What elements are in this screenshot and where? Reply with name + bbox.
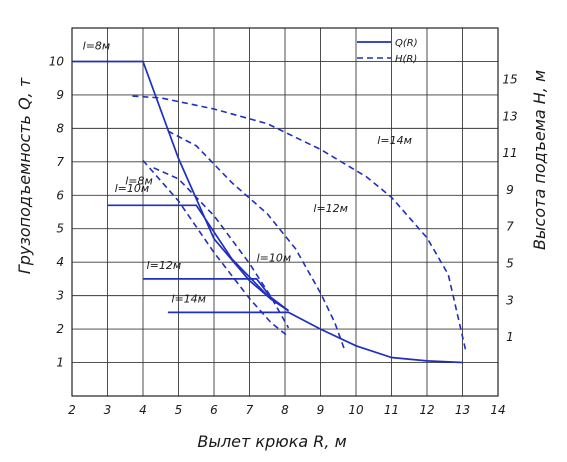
x-tick-label: 10: [348, 403, 364, 417]
y-axis-left-label: Грузоподъемность Q, т: [15, 77, 34, 274]
capacity-curve-label: l=8м: [83, 40, 111, 53]
height-curve-6: [167, 130, 347, 353]
y-right-tick-label: 11: [502, 146, 517, 160]
series-lines: [72, 60, 467, 364]
capacity-curve-3: [167, 311, 463, 364]
x-axis-label: Вылет крюка R, м: [197, 432, 346, 451]
y-left-tick-label: 7: [56, 155, 64, 169]
x-tick-label: 3: [104, 403, 112, 417]
plot-frame: [71, 27, 499, 397]
y-left-tick-label: 9: [56, 88, 64, 102]
y-right-tick-label: 15: [502, 73, 517, 87]
y-left-tick-label: 6: [56, 188, 64, 202]
x-tick-label: 4: [139, 403, 147, 417]
height-curve-label: l=10м: [257, 252, 292, 265]
y-left-tick-label: 4: [56, 255, 64, 269]
height-curve-label: l=12м: [313, 202, 348, 215]
height-curve-label: l=8м: [125, 174, 153, 187]
x-tick-label: 14: [490, 403, 505, 417]
y-left-tick-label: 3: [56, 289, 64, 303]
x-tick-label: 5: [175, 403, 183, 417]
capacity-curve-1: [107, 204, 289, 312]
y-left-tick-label: 8: [56, 121, 64, 135]
y-left-tick-label: 5: [56, 222, 64, 236]
grid: [71, 27, 499, 397]
legend-label: H(R): [395, 54, 417, 65]
y-left-tick-label: 1: [56, 356, 64, 370]
x-tick-label: 12: [419, 403, 434, 417]
y-left-tick-label: 10: [49, 54, 65, 68]
legend: Q(R) H(R): [357, 38, 418, 65]
legend-label: Q(R): [395, 38, 418, 49]
y-right-tick-label: 5: [506, 257, 514, 271]
y-right-tick-label: 7: [506, 220, 514, 234]
y-right-tick-label: 3: [506, 293, 514, 307]
height-curve-7: [132, 95, 467, 352]
height-curve-5: [153, 167, 290, 329]
x-tick-label: 11: [384, 403, 399, 417]
x-tick-label: 2: [68, 403, 76, 417]
capacity-curve-0: [72, 60, 289, 312]
y-left-tick-label: 2: [56, 322, 64, 336]
x-tick-label: 7: [246, 403, 254, 417]
capacity-curve-label: l=12м: [147, 259, 182, 272]
y-axis-right-label: Высота подъема H, м: [530, 70, 549, 250]
capacity-curve-2: [143, 278, 290, 312]
height-curve-4: [142, 159, 288, 336]
x-tick-label: 6: [210, 403, 218, 417]
capacity-curve-label: l=14м: [171, 292, 206, 305]
y-right-tick-label: 9: [506, 183, 514, 197]
y-right-tick-label: 1: [506, 330, 514, 344]
x-tick-label: 13: [455, 403, 470, 417]
x-tick-label: 9: [317, 403, 325, 417]
capacity-curve-label: l=10м: [115, 182, 150, 195]
y-right-tick-label: 13: [502, 109, 517, 123]
x-tick-label: 8: [281, 403, 289, 417]
height-curve-label: l=14м: [377, 134, 412, 147]
